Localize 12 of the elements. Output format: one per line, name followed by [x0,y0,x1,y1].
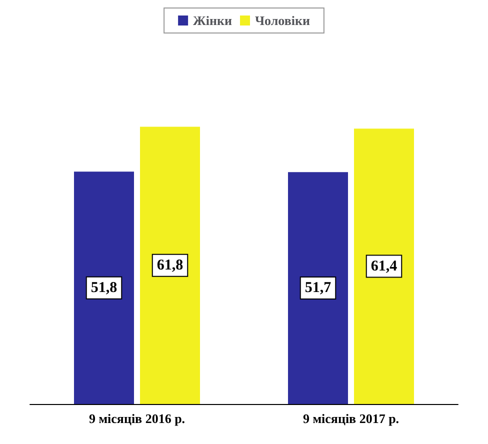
data-label: 51,7 [304,280,332,296]
bar [354,128,414,404]
legend-label: Жінки [193,13,232,28]
data-label: 51,8 [90,280,118,296]
bar [74,172,134,404]
bar [288,172,348,404]
bar [140,126,200,404]
x-tick-label: 9 місяців 2016 р. [88,411,186,426]
x-tick-label: 9 місяців 2017 р. [302,411,400,426]
legend-label: Чоловіки [254,13,310,28]
data-label: 61,8 [156,257,184,274]
data-label: 61,4 [370,258,398,274]
